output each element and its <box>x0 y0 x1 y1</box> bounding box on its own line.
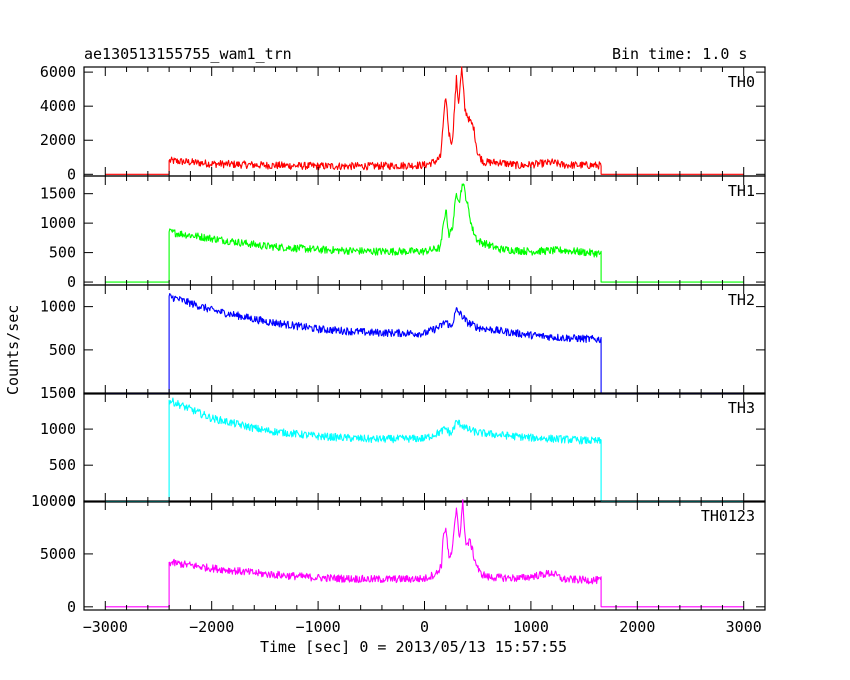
panel-label-th3: TH3 <box>728 399 755 417</box>
bin-time-label: Bin time: 1.0 s <box>612 45 748 63</box>
series-line-th0 <box>105 66 744 175</box>
y-tick-label-th0: 6000 <box>40 63 76 81</box>
y-tick-label-th2: 500 <box>49 341 76 359</box>
x-tick-label: 3000 <box>726 618 762 636</box>
y-tick-label-th0: 0 <box>67 165 76 183</box>
y-tick-label-th0: 4000 <box>40 97 76 115</box>
series-line-th2 <box>105 292 744 394</box>
panel-frame-th3 <box>83 392 766 503</box>
y-tick-label-th3: 500 <box>49 456 76 474</box>
y-tick-label-th0123: 5000 <box>40 545 76 563</box>
y-tick-label-th1: 1500 <box>40 185 76 203</box>
y-tick-label-th1: 500 <box>49 244 76 262</box>
y-tick-label-th0123: 10000 <box>31 492 76 510</box>
y-tick-label-th0: 2000 <box>40 131 76 149</box>
y-tick-label-th3: 1500 <box>40 384 76 402</box>
panel-frame-th1 <box>83 175 766 286</box>
y-tick-label-th2: 1000 <box>40 298 76 316</box>
y-tick-label-th3: 1000 <box>40 420 76 438</box>
y-tick-label-th1: 0 <box>67 273 76 291</box>
panel-label-th1: TH1 <box>728 182 755 200</box>
y-tick-label-th3: 0 <box>67 492 76 510</box>
x-tick-label: −3000 <box>83 618 128 636</box>
x-tick-label: 2000 <box>619 618 655 636</box>
y-tick-label-th2: 0 <box>67 384 76 402</box>
y-tick-label-th0123: 0 <box>67 598 76 616</box>
panel-label-th2: TH2 <box>728 291 755 309</box>
x-tick-label: −1000 <box>296 618 341 636</box>
y-tick-label-th1: 1000 <box>40 214 76 232</box>
panel-label-th0123: TH0123 <box>701 507 755 525</box>
x-axis-label: Time [sec] 0 = 2013/05/13 15:57:55 <box>260 638 568 656</box>
panel-label-th0: TH0 <box>728 73 755 91</box>
chart-title: ae130513155755_wam1_trn <box>84 45 292 63</box>
series-line-th3 <box>105 397 744 502</box>
x-tick-label: 0 <box>420 618 429 636</box>
panel-frame-th0123 <box>83 500 766 611</box>
x-tick-label: 1000 <box>513 618 549 636</box>
x-tick-label: −2000 <box>189 618 234 636</box>
series-line-th0123 <box>105 499 744 608</box>
series-line-th1 <box>105 183 744 283</box>
